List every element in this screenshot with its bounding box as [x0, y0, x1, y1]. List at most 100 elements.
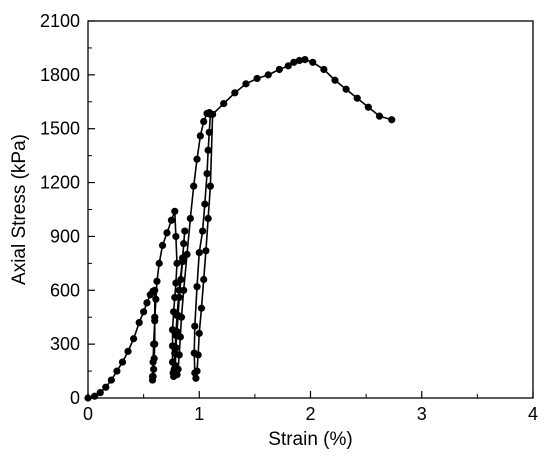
data-point	[171, 207, 179, 215]
y-tick-label: 600	[50, 280, 80, 300]
series-line	[87, 58, 392, 399]
data-point	[198, 227, 207, 235]
data-point	[163, 229, 171, 237]
data-point	[124, 347, 132, 355]
data-point	[196, 132, 204, 140]
x-tick-label: 2	[305, 404, 315, 424]
data-point	[181, 227, 189, 235]
data-point	[206, 182, 214, 190]
data-series	[84, 56, 396, 402]
y-axis-ticks: 0 300 600 900 1200 1500 1800 2100	[40, 11, 95, 408]
data-point	[320, 65, 328, 74]
data-point	[173, 259, 181, 267]
data-point	[284, 62, 292, 70]
data-point	[201, 200, 209, 208]
data-point	[200, 117, 208, 126]
y-tick-label: 900	[50, 226, 80, 246]
data-point	[150, 340, 158, 348]
data-point	[192, 374, 200, 382]
data-point	[253, 74, 261, 83]
data-point	[203, 170, 211, 178]
y-tick-label: 1500	[40, 119, 80, 139]
data-point	[264, 71, 272, 79]
x-tick-label: 1	[194, 404, 204, 424]
data-point	[113, 367, 121, 375]
data-point	[150, 365, 158, 373]
data-point	[202, 247, 210, 255]
data-point	[193, 283, 201, 291]
data-point	[180, 240, 188, 248]
data-point	[177, 313, 186, 321]
data-point	[195, 248, 203, 257]
data-point	[140, 308, 148, 316]
data-point	[148, 372, 157, 381]
data-point	[96, 389, 104, 397]
data-point	[135, 319, 143, 327]
data-point	[194, 351, 202, 359]
data-point	[149, 358, 157, 366]
data-point	[231, 89, 239, 97]
y-tick-label: 0	[70, 388, 80, 408]
data-point	[193, 155, 201, 163]
x-axis-ticks: 0 1 2 3 4	[83, 391, 538, 424]
data-point	[175, 293, 183, 302]
y-tick-label: 1200	[40, 173, 80, 193]
data-point	[175, 351, 183, 359]
data-point	[290, 58, 298, 66]
data-point	[205, 128, 213, 136]
data-point	[364, 103, 372, 111]
data-point	[173, 371, 181, 379]
data-point	[197, 304, 206, 312]
data-point	[242, 80, 250, 88]
data-point	[172, 232, 180, 241]
y-tick-label: 2100	[40, 11, 80, 31]
data-point	[91, 392, 99, 400]
data-point	[107, 376, 115, 384]
data-point	[153, 277, 161, 285]
data-point	[151, 286, 159, 294]
data-point	[200, 275, 208, 284]
data-point	[301, 56, 309, 64]
x-tick-label: 4	[528, 404, 538, 424]
x-tick-label: 3	[417, 404, 427, 424]
data-point	[173, 327, 181, 336]
data-point	[178, 257, 187, 266]
data-point	[190, 182, 198, 190]
data-point	[220, 99, 228, 108]
data-point	[375, 112, 384, 120]
data-point	[172, 279, 180, 287]
data-point	[191, 322, 199, 330]
data-point	[167, 216, 176, 224]
data-point	[180, 286, 188, 294]
data-point	[177, 275, 185, 284]
data-point	[155, 259, 163, 267]
data-point	[331, 76, 339, 84]
x-axis-title: Strain (%)	[268, 429, 352, 450]
data-point	[152, 295, 160, 303]
data-point	[193, 367, 201, 375]
data-point	[204, 214, 212, 223]
data-point	[158, 241, 167, 249]
data-point	[204, 146, 212, 154]
data-point	[209, 110, 217, 118]
data-point	[388, 116, 396, 124]
data-point	[143, 299, 151, 307]
data-point	[353, 94, 361, 102]
data-point	[102, 383, 110, 391]
x-tick-label: 0	[83, 404, 93, 424]
data-point	[183, 250, 191, 258]
y-axis-title: Axial Stress (kPa)	[9, 134, 30, 285]
data-point	[295, 56, 303, 65]
data-point	[195, 329, 203, 337]
y-tick-label: 300	[50, 334, 80, 354]
data-point	[275, 65, 283, 74]
data-point	[186, 214, 194, 223]
data-point	[130, 335, 138, 343]
data-point	[118, 358, 127, 366]
y-tick-label: 1800	[40, 65, 80, 85]
data-point	[174, 365, 182, 373]
data-point	[84, 394, 92, 402]
data-point	[342, 85, 350, 93]
data-point	[176, 333, 184, 341]
